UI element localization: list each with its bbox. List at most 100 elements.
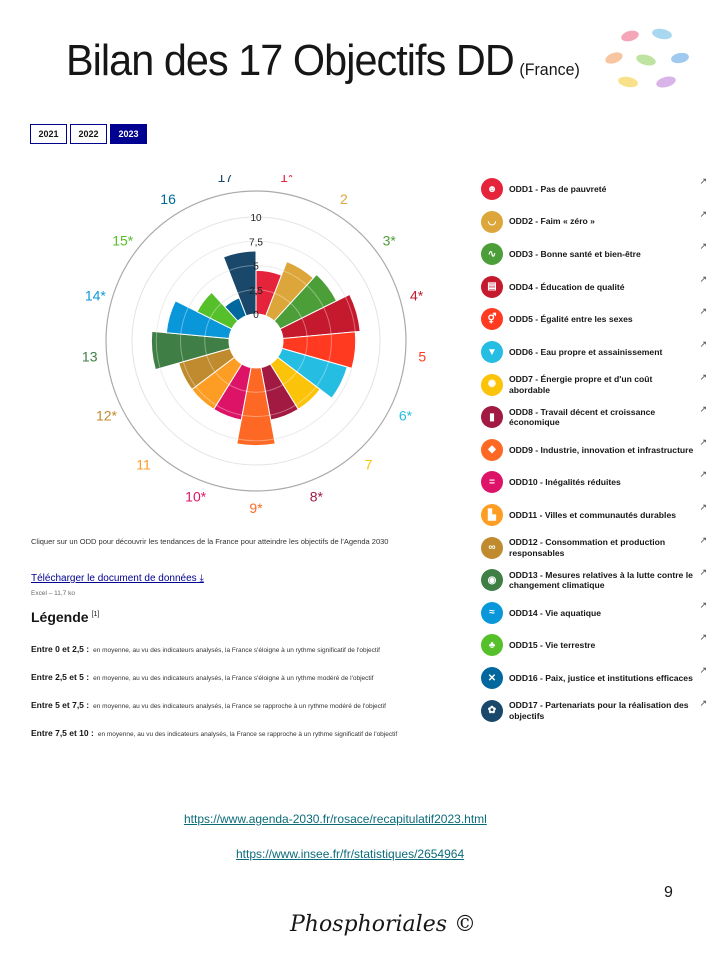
external-link-icon[interactable]: ↗ — [699, 567, 707, 578]
odd-label: ODD16 - Paix, justice et institutions ef… — [509, 672, 693, 683]
category-label: 2 — [340, 191, 348, 207]
odd-label: ODD12 - Consommation et production respo… — [509, 537, 666, 558]
category-label: 3* — [383, 232, 397, 248]
odd-item-13[interactable]: ◉ ODD13 - Mesures relatives à la lutte co… — [481, 565, 711, 595]
external-link-icon[interactable]: ↗ — [699, 665, 707, 675]
odd-label: ODD13 - Mesures relatives à la lutte con… — [509, 569, 693, 591]
external-link-icon[interactable]: ↗ — [699, 469, 707, 480]
grid-overlay — [180, 265, 332, 417]
odd-label: ODD14 - Vie aquatique — [509, 607, 602, 618]
external-link-icon[interactable]: ↗ — [699, 241, 707, 252]
radial-tick-label: 0 — [253, 310, 259, 321]
category-label: 1* — [280, 175, 294, 185]
year-tab-2022[interactable]: 2022 — [70, 124, 107, 144]
odd-label: ODD11 - Villes et communautés durables — [509, 509, 676, 520]
odd-item-11[interactable]: ▙ ODD11 - Villes et communautés durables ↗ — [481, 500, 711, 530]
download-link[interactable]: Télécharger le document de données ⤓ — [31, 573, 204, 584]
agenda-2030-link[interactable]: https://www.agenda-2030.fr/rosace/recapi… — [184, 812, 487, 826]
odd-label: ODD6 - Eau propre et assainissement — [509, 346, 663, 357]
category-label: 13 — [82, 348, 98, 364]
growth-icon: ▮ — [481, 406, 503, 429]
category-label: 6* — [399, 407, 413, 423]
odd-item-3[interactable]: ∿ ODD3 - Bonne santé et bien-être ↗ — [481, 239, 711, 269]
footer-signature: Phosphoriales © — [290, 912, 477, 937]
odd-label: ODD1 - Pas de pauvreté — [509, 183, 607, 194]
butterfly-6 — [618, 76, 638, 88]
legend-item-4: Entre 7,5 et 10 : en moyenne, au vu des i… — [31, 728, 397, 738]
year-tab-2023[interactable]: 2023 — [110, 124, 147, 144]
external-link-icon[interactable]: ↗ — [699, 208, 707, 219]
external-link-icon[interactable]: ↗ — [699, 339, 707, 349]
radial-tick-label: 2,5 — [249, 286, 263, 297]
odd-item-16[interactable]: ✕ ODD16 - Paix, justice et institutions e… — [481, 663, 711, 693]
infinity-icon: ∞ — [481, 536, 503, 559]
outer-ring — [105, 190, 407, 492]
odd-item-4[interactable]: ▤ ODD4 - Éducation de qualité ↗ — [481, 272, 711, 302]
year-tab-2021[interactable]: 2021 — [30, 124, 67, 144]
city-icon: ▙ — [481, 504, 503, 526]
odd-label: ODD17 - Partenariats pour la réalisation… — [509, 700, 689, 721]
legend-text: en moyenne, au vu des indicateurs analys… — [97, 731, 398, 738]
external-link-icon[interactable]: ↗ — [699, 273, 707, 284]
external-link-icon[interactable]: ↗ — [699, 176, 707, 186]
legend-footnote[interactable]: [1] — [91, 611, 100, 619]
odd-item-9[interactable]: ◆ ODD9 - Industrie, innovation et infrast… — [481, 435, 711, 465]
external-link-icon[interactable]: ↗ — [699, 534, 707, 545]
odd-label: ODD4 - Éducation de qualité — [509, 281, 625, 292]
sun-icon: ✺ — [481, 373, 503, 396]
category-label: 15* — [112, 232, 134, 248]
page-number: 9 — [664, 884, 673, 901]
odd-item-8[interactable]: ▮ ODD8 - Travail décent et croissance éco… — [481, 402, 711, 432]
legend-text: en moyenne, au vu des indicateurs analys… — [93, 647, 380, 654]
odd-label: ODD10 - Inégalités réduites — [509, 477, 621, 488]
butterfly-4 — [636, 54, 656, 66]
external-link-icon[interactable]: ↗ — [699, 436, 707, 447]
tree-icon: ♣ — [481, 634, 503, 657]
legend-text: en moyenne, au vu des indicateurs analys… — [93, 675, 374, 682]
category-label: 8* — [310, 489, 324, 505]
download-meta: Excel – 11,7 ko — [31, 590, 75, 597]
grid-circle — [131, 216, 381, 466]
fish-icon: ≈ — [481, 601, 503, 624]
radial-tick-label: 10 — [250, 213, 262, 224]
external-link-icon[interactable]: ↗ — [699, 599, 707, 610]
insee-link[interactable]: https://www.insee.fr/fr/statistiques/265… — [236, 847, 465, 861]
odd-item-2[interactable]: ◡ ODD2 - Faim « zéro » ↗ — [481, 207, 711, 237]
odd-item-5[interactable]: ⚥ ODD5 - Égalité entre les sexes ↗ — [481, 304, 711, 334]
odd-item-17[interactable]: ✿ ODD17 - Partenariats pour la réalisatio… — [481, 696, 711, 726]
odd-rosace-chart: 0 2,5 5 7,5 10 1* 2 3* 4* 5 6* 7 8* 9* 10* 11 12* 13 14* 15… — [82, 175, 426, 516]
slide-title: Bilan des 17 Objectifs DD (France) — [66, 36, 580, 86]
odd-item-7[interactable]: ✺ ODD7 - Énergie propre et d'un coût abor… — [481, 370, 711, 400]
legend-range: Entre 2,5 et 5 : — [31, 672, 90, 682]
external-link-icon[interactable]: ↗ — [699, 371, 707, 382]
slide-subtitle: (France) — [519, 60, 580, 79]
external-link-icon[interactable]: ↗ — [699, 632, 707, 643]
odd-item-14[interactable]: ≈ ODD14 - Vie aquatique ↗ — [481, 598, 711, 628]
odd-label: ODD9 - Industrie, innovation et infrastr… — [509, 444, 694, 455]
center-hole — [229, 314, 283, 368]
external-link-icon[interactable]: ↗ — [699, 502, 707, 512]
download-label: Télécharger le document de données — [31, 573, 197, 584]
category-label: 5 — [418, 348, 426, 364]
external-link-icon[interactable]: ↗ — [699, 697, 707, 708]
odd-label: ODD8 - Travail décent et croissance écon… — [509, 406, 656, 428]
legend-item-1: Entre 0 et 2,5 : en moyenne, au vu des in… — [31, 644, 380, 654]
legend-title: Légende [1] — [31, 609, 99, 625]
bowl-icon: ◡ — [481, 210, 503, 233]
odd-item-15[interactable]: ♣ ODD15 - Vie terrestre ↗ — [481, 630, 711, 660]
odd-label: ODD15 - Vie terrestre — [509, 640, 596, 651]
odd-item-12[interactable]: ∞ ODD12 - Consommation et production resp… — [481, 533, 711, 563]
heartbeat-icon: ∿ — [481, 243, 503, 266]
cubes-icon: ◆ — [481, 438, 503, 461]
odd-item-6[interactable]: ▼ ODD6 - Eau propre et assainissement ↗ — [481, 337, 711, 367]
grid-overlay — [204, 289, 308, 393]
odd-item-1[interactable]: ☻ ODD1 - Pas de pauvreté ↗ — [481, 174, 711, 204]
external-link-icon[interactable]: ↗ — [699, 404, 707, 415]
dove-icon: ✕ — [481, 667, 503, 689]
external-link-icon[interactable]: ↗ — [699, 306, 707, 317]
legend-item-3: Entre 5 et 7,5 : en moyenne, au vu des in… — [31, 700, 386, 710]
eye-icon: ◉ — [481, 569, 503, 592]
odd-item-10[interactable]: = ODD10 - Inégalités réduites ↗ — [481, 467, 711, 497]
legend-item-2: Entre 2,5 et 5 : en moyenne, au vu des in… — [31, 672, 373, 682]
download-icon: ⤓ — [199, 573, 204, 584]
